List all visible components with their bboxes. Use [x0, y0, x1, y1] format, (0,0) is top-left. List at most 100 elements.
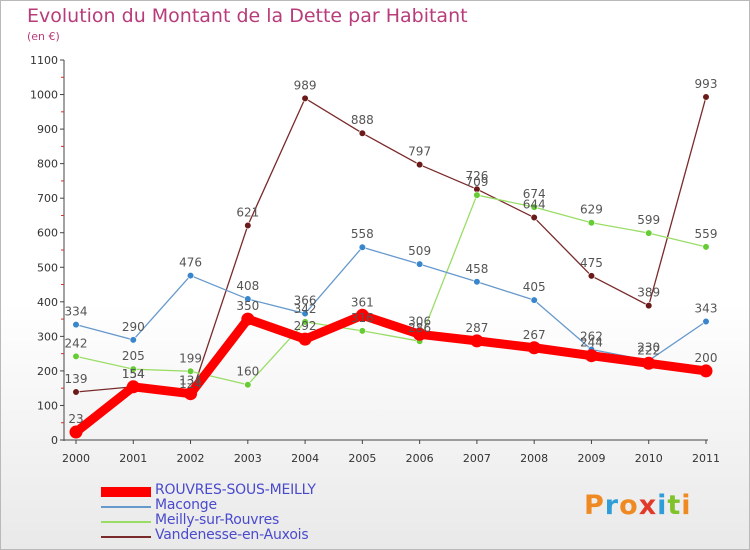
series-lines — [69, 93, 713, 439]
data-point — [355, 308, 369, 322]
data-point — [527, 341, 541, 355]
x-tick-label: 2004 — [291, 452, 319, 465]
data-point — [530, 203, 538, 211]
legend-swatch-maconge — [101, 506, 151, 508]
y-tick-label: 1100 — [30, 54, 58, 67]
y-tick-label: 400 — [37, 296, 58, 309]
data-label: 199 — [179, 351, 202, 365]
series-line-2 — [75, 194, 707, 386]
data-label: 797 — [408, 145, 431, 159]
data-point — [584, 349, 598, 363]
x-tick-label: 2003 — [234, 452, 262, 465]
data-label: 342 — [294, 302, 317, 316]
data-label: 709 — [465, 175, 488, 189]
data-label: 200 — [695, 351, 718, 365]
chart-unit: (en €) — [27, 30, 60, 43]
data-point — [358, 129, 366, 137]
legend-label-meilly: Meilly-sur-Rouvres — [155, 512, 280, 528]
brand-letter: i — [681, 490, 692, 521]
data-point — [473, 191, 481, 199]
data-label: 124 — [179, 377, 202, 391]
data-point — [186, 367, 195, 375]
data-label: 205 — [122, 349, 145, 363]
x-tick-label: 2008 — [520, 452, 548, 465]
data-point — [244, 381, 252, 389]
data-label: 361 — [351, 295, 374, 309]
data-label: 674 — [523, 187, 546, 201]
y-tick-label: 300 — [37, 330, 58, 343]
data-point — [587, 272, 596, 280]
data-label: 154 — [122, 367, 145, 381]
data-label: 888 — [351, 113, 374, 127]
x-tick-label: 2000 — [62, 452, 90, 465]
y-tick-label: 200 — [37, 365, 58, 378]
legend-swatch-rouvres — [101, 487, 151, 497]
data-label: 559 — [695, 227, 718, 241]
data-label: 262 — [580, 329, 603, 343]
data-point — [699, 364, 713, 378]
x-tick-label: 2006 — [406, 452, 434, 465]
y-tick-label: 900 — [37, 123, 58, 136]
data-point — [470, 334, 484, 348]
data-label: 993 — [695, 77, 718, 91]
data-point — [186, 271, 195, 280]
x-tick-label: 2005 — [348, 452, 376, 465]
y-tick-label: 800 — [37, 158, 58, 171]
brand-letter: i — [657, 490, 668, 521]
data-point — [301, 318, 309, 326]
data-label: 139 — [65, 372, 88, 386]
legend-label-rouvres: ROUVRES-SOUS-MEILLY — [155, 482, 316, 498]
data-label: 343 — [695, 302, 718, 316]
data-label: 134 — [179, 374, 202, 388]
legend-label-maconge: Maconge — [155, 497, 217, 513]
data-point — [184, 387, 198, 401]
data-label: 267 — [523, 328, 546, 342]
chart-title: Evolution du Montant de la Dette par Hab… — [27, 5, 468, 27]
x-tick-label: 2011 — [692, 452, 720, 465]
legend-swatch-vandenesse — [101, 536, 151, 538]
y-tick-label: 500 — [37, 261, 58, 274]
data-point — [645, 302, 653, 310]
data-point — [69, 425, 83, 439]
data-point — [358, 243, 366, 251]
data-point — [416, 161, 424, 169]
data-label: 287 — [465, 321, 488, 335]
series-line-0 — [71, 310, 711, 437]
axes: 0 100 200 300 400 500 600 700 800 900 1000 1100 2000… — [30, 54, 720, 465]
data-point — [413, 327, 427, 341]
data-point — [702, 93, 710, 101]
data-label: 509 — [408, 244, 431, 258]
brand-letter: P — [584, 490, 605, 521]
data-point — [587, 219, 596, 227]
data-label: 334 — [65, 305, 88, 319]
data-point — [530, 296, 538, 304]
data-label: 558 — [351, 227, 374, 241]
brand-letter: r — [604, 490, 620, 521]
data-label: 23 — [68, 412, 83, 426]
data-point — [241, 312, 255, 326]
data-point — [473, 278, 481, 286]
data-label: 154 — [122, 367, 145, 381]
data-label: 726 — [465, 169, 488, 183]
data-label: 644 — [523, 198, 546, 212]
x-tick-label: 2002 — [177, 452, 205, 465]
data-labels: 139 154 124 621 989 888 797 726 644 475 389 993 242 2… — [65, 77, 718, 426]
series-line-3 — [75, 96, 707, 398]
data-label: 242 — [65, 336, 88, 350]
brand-letter: t — [667, 490, 682, 521]
data-point — [702, 243, 710, 251]
brand-letter: o — [619, 490, 639, 521]
data-point — [298, 332, 312, 346]
data-label: 292 — [294, 319, 317, 333]
data-point — [530, 213, 538, 222]
data-label: 389 — [637, 286, 660, 300]
data-label: 222 — [637, 343, 660, 357]
data-point — [645, 229, 653, 237]
data-label: 290 — [122, 320, 145, 334]
data-label: 350 — [236, 299, 259, 313]
legend-swatch-meilly — [101, 521, 151, 523]
data-point — [129, 365, 137, 373]
data-point — [358, 327, 366, 335]
data-label: 306 — [408, 314, 431, 328]
